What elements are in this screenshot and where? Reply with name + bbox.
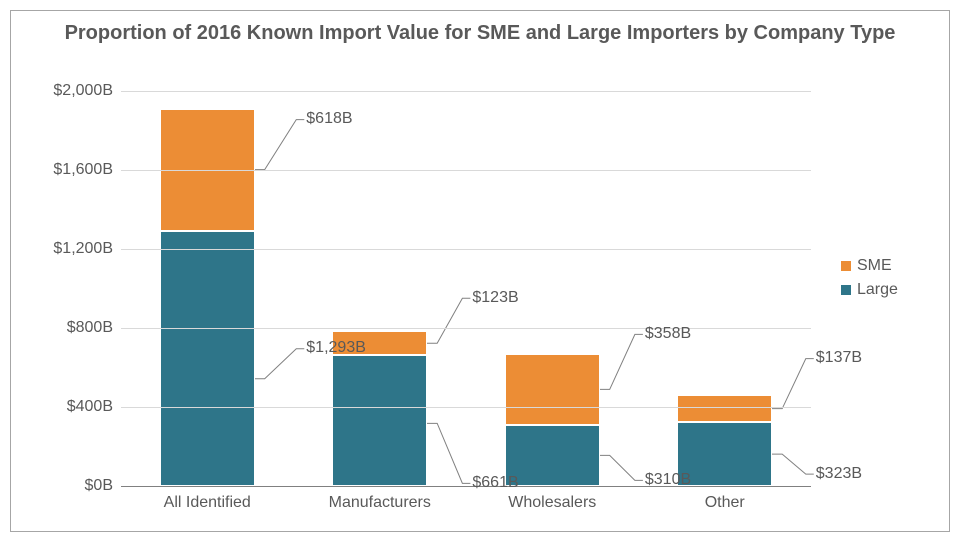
gridline: [121, 407, 811, 408]
x-category-label: Wholesalers: [466, 486, 639, 512]
gridline: [121, 328, 811, 329]
x-category-label: Other: [639, 486, 812, 512]
legend-item-large: Large: [841, 281, 898, 299]
legend-label: Large: [857, 281, 898, 299]
bar-segment-large: [160, 231, 255, 486]
bars-layer: [121, 91, 811, 486]
bar-group: [677, 91, 772, 486]
gridline: [121, 91, 811, 92]
data-label-sme: $123B: [472, 289, 518, 307]
data-label-sme: $137B: [816, 349, 862, 367]
bar-segment-large: [677, 422, 772, 486]
y-tick-label: $0B: [85, 477, 121, 495]
y-tick-label: $400B: [67, 398, 121, 416]
legend-swatch: [841, 261, 851, 271]
chart-title: Proportion of 2016 Known Import Value fo…: [11, 11, 949, 46]
chart-frame: Proportion of 2016 Known Import Value fo…: [10, 10, 950, 532]
y-tick-label: $1,200B: [53, 240, 121, 258]
bar-segment-large: [332, 355, 427, 486]
x-category-label: Manufacturers: [294, 486, 467, 512]
legend: SME Large: [841, 251, 898, 305]
data-label-sme: $618B: [306, 110, 352, 128]
plot-area: $0B$400B$800B$1,200B$1,600B$2,000BAll Id…: [121, 91, 811, 486]
legend-item-sme: SME: [841, 257, 898, 275]
x-category-label: All Identified: [121, 486, 294, 512]
chart-area: $0B$400B$800B$1,200B$1,600B$2,000BAll Id…: [11, 91, 949, 536]
bar-segment-large: [505, 425, 600, 486]
bar-group: [332, 91, 427, 486]
gridline: [121, 170, 811, 171]
legend-label: SME: [857, 257, 892, 275]
gridline: [121, 249, 811, 250]
data-label-large: $323B: [816, 465, 862, 483]
data-label-sme: $358B: [645, 325, 691, 343]
y-tick-label: $800B: [67, 319, 121, 337]
y-tick-label: $1,600B: [53, 161, 121, 179]
bar-segment-sme: [677, 395, 772, 422]
y-tick-label: $2,000B: [53, 82, 121, 100]
bar-group: [160, 91, 255, 486]
bar-group: [505, 91, 600, 486]
data-label-large: $1,293B: [306, 339, 366, 357]
bar-segment-sme: [505, 354, 600, 425]
legend-swatch: [841, 285, 851, 295]
